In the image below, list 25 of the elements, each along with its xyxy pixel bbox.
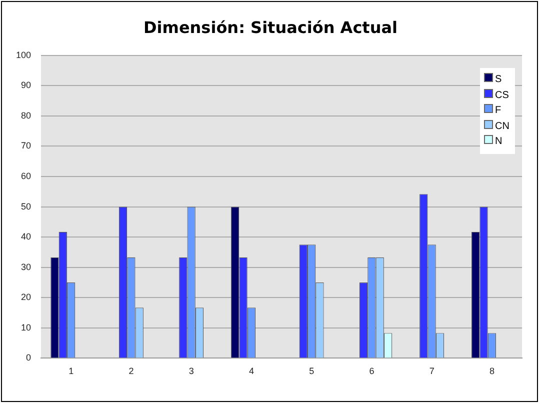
x-tick-label: 1 (68, 366, 74, 376)
y-tick-label: 10 (21, 322, 32, 332)
y-tick-label: 80 (21, 110, 32, 120)
y-tick-label: 60 (21, 171, 32, 182)
legend-label: F (494, 104, 502, 118)
x-tick-label: 2 (128, 366, 134, 376)
y-tick-label: 20 (21, 292, 32, 302)
y-tick-label: 0 (26, 352, 32, 363)
y-tick-label: 70 (21, 140, 32, 151)
x-tick-label: 5 (309, 366, 314, 376)
chart-title: Dimensión: Situación Actual (142, 18, 398, 37)
y-tick-label: 50 (21, 201, 32, 212)
x-tick-label: 4 (248, 366, 254, 376)
legend-label: CS (494, 88, 510, 102)
x-tick-label: 6 (369, 366, 374, 376)
x-tick-label: 3 (188, 366, 194, 376)
x-tick-label: 8 (489, 366, 494, 376)
y-tick-label: 40 (21, 232, 32, 242)
legend-label: S (494, 73, 503, 87)
legend-label: CN (494, 120, 510, 134)
y-tick-label: 100 (16, 50, 32, 60)
legend-label: N (494, 135, 504, 149)
x-tick-label: 7 (429, 366, 434, 376)
y-tick-label: 90 (21, 80, 32, 90)
y-tick-label: 30 (21, 262, 32, 272)
